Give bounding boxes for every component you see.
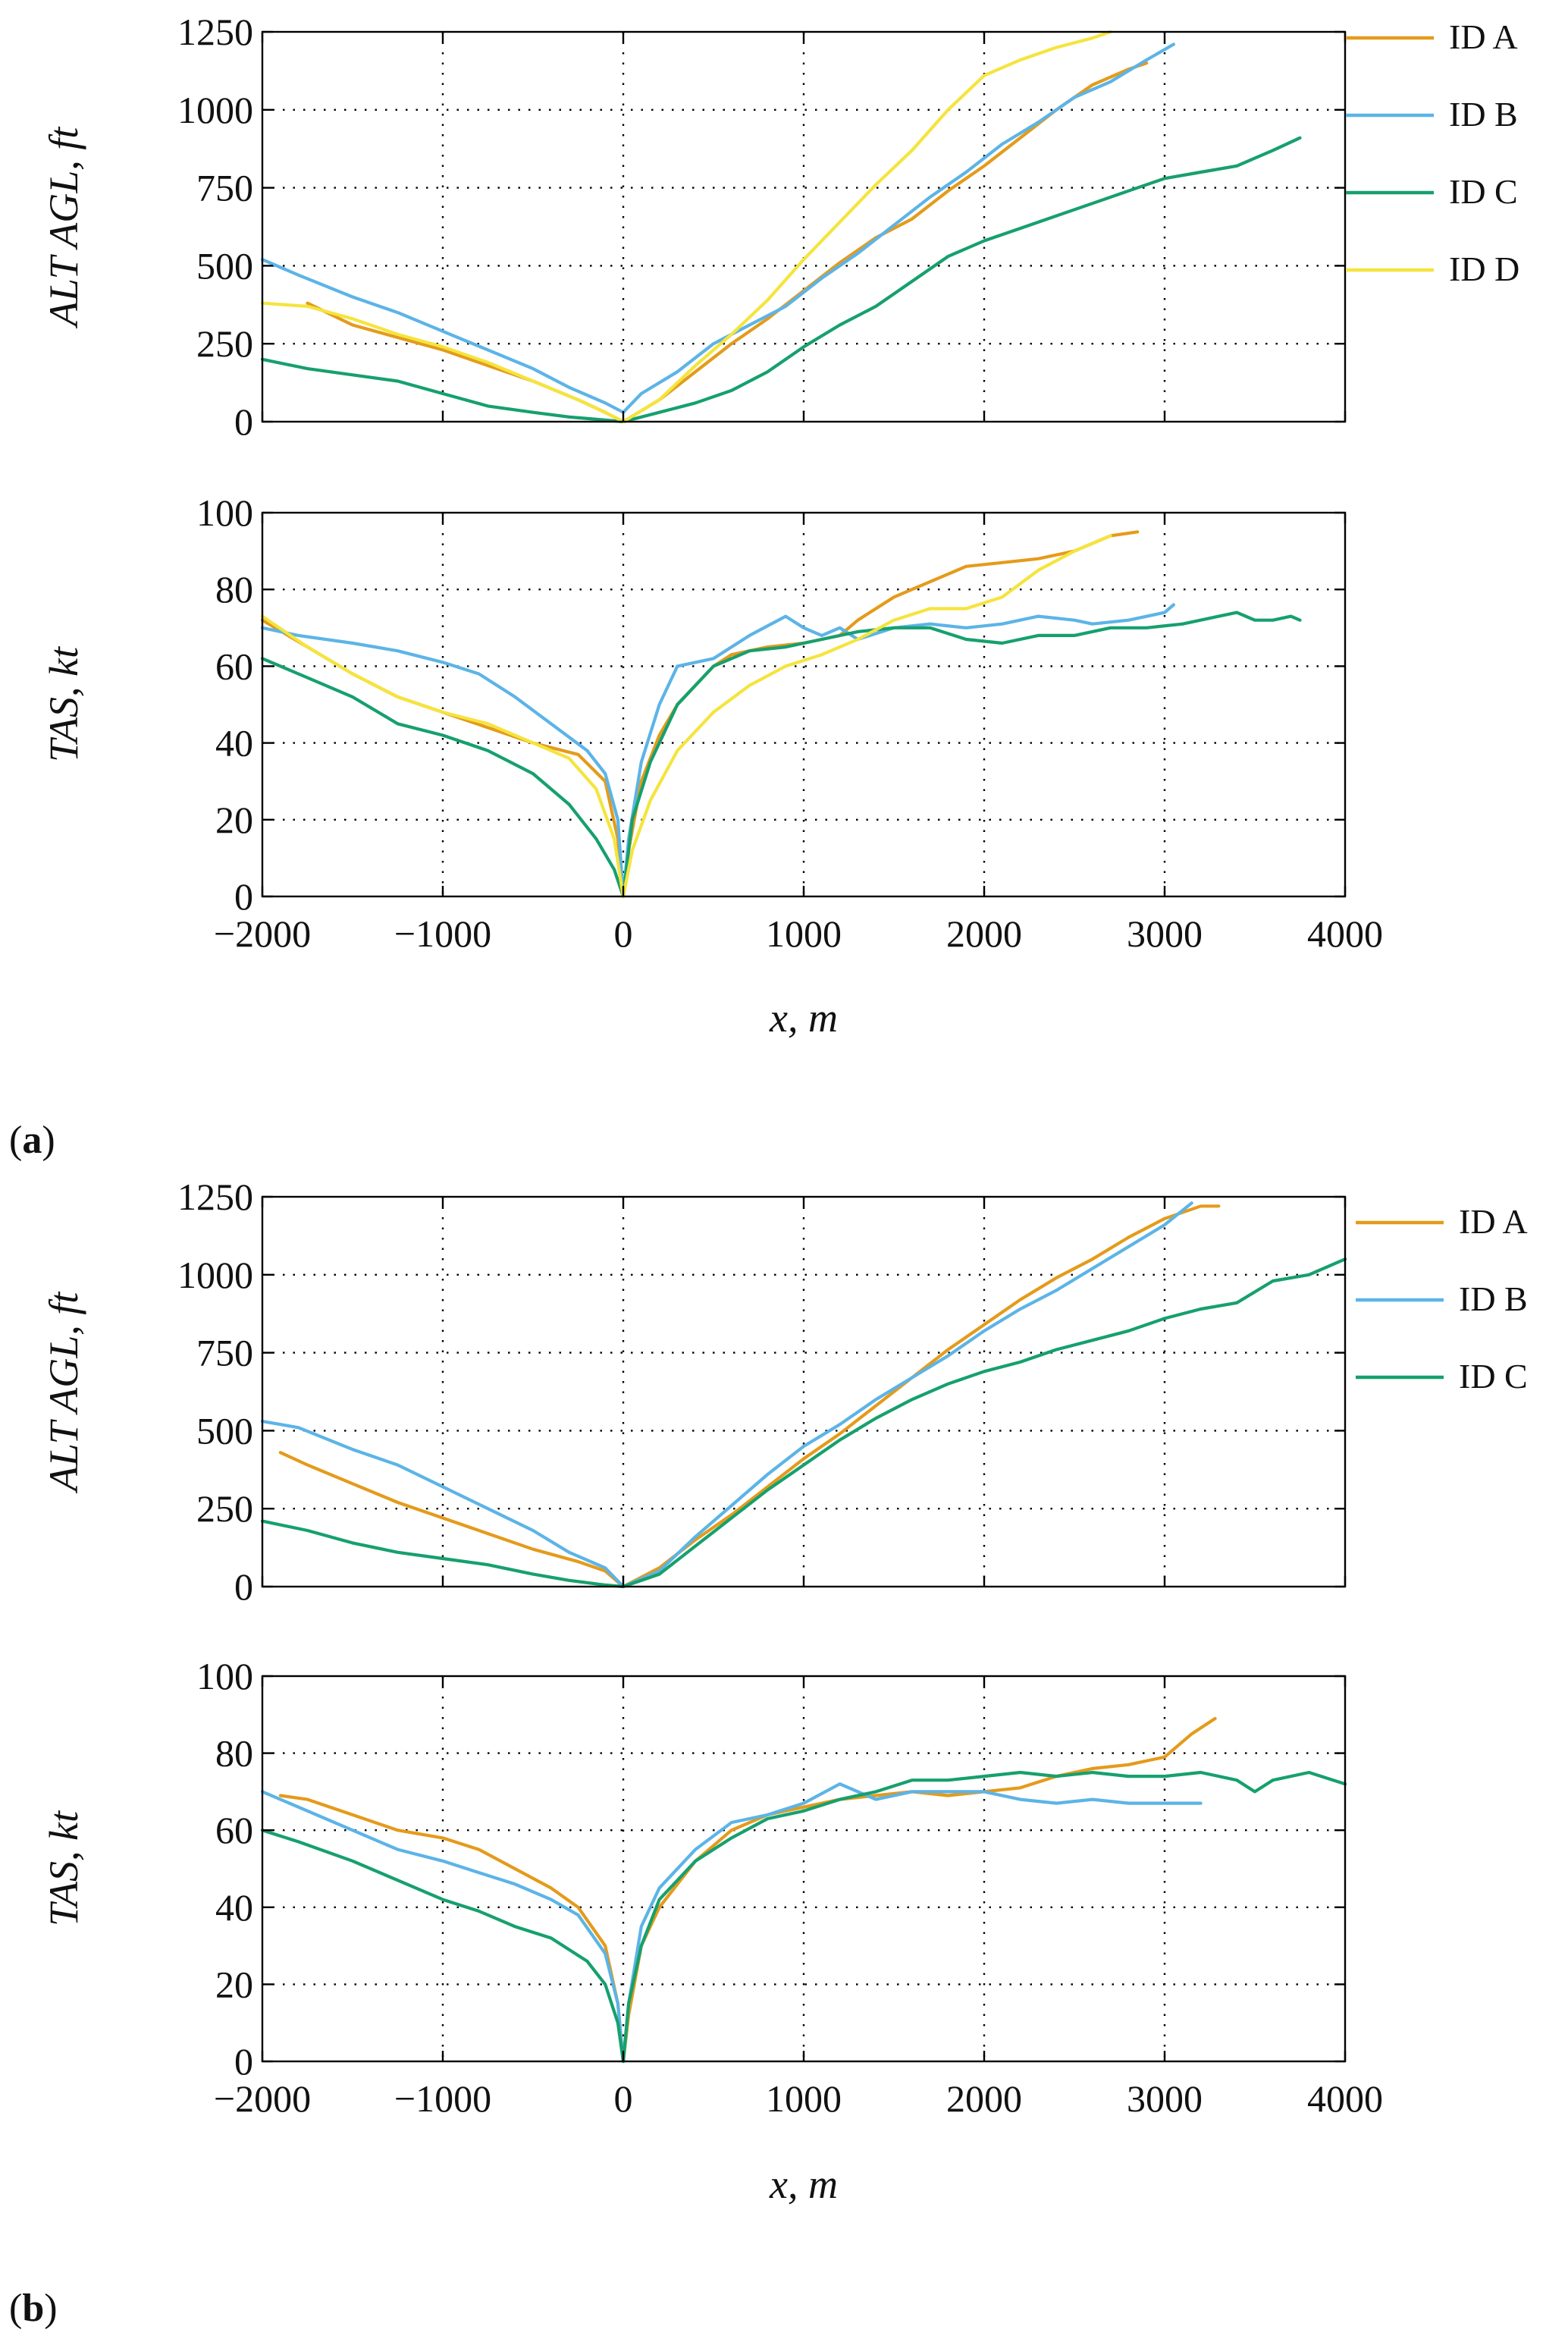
panel-b-tas-series-id-c bbox=[260, 1770, 1347, 2064]
panel-a-tas-xtick-label: −2000 bbox=[214, 912, 311, 955]
panel-b-tas-xtick-label: 0 bbox=[614, 2077, 633, 2120]
panel-b-alt-series-id-b bbox=[260, 1201, 1193, 1589]
panel-a-tas-ylabel: TAS, kt bbox=[41, 645, 86, 762]
panel-a-alt-series-id-a bbox=[306, 61, 1149, 424]
panel-b-tas-ytick-label: 60 bbox=[215, 1809, 253, 1851]
panel-b-tas-xtick-label: 4000 bbox=[1307, 2077, 1383, 2120]
panel-b-tas-xlabel: x, m bbox=[769, 2161, 838, 2207]
panel-b-alt-ytick-label: 250 bbox=[196, 1487, 253, 1530]
panel-b-alt-legend-label: ID B bbox=[1459, 1279, 1528, 1318]
panel-a-tas-ytick-label: 20 bbox=[215, 799, 253, 841]
panel-a-altitude-chart: 0 250 500 750 1000 1250 ALT AGL, ft ID A ID B ID … bbox=[41, 11, 1519, 443]
panel-a-tas-ytick-label: 60 bbox=[215, 645, 253, 687]
panel-a-alt-ytick-label: 1250 bbox=[177, 11, 253, 53]
panel-b-tag: (b) bbox=[9, 2287, 58, 2330]
panel-b-alt-ytick-label: 1000 bbox=[177, 1254, 253, 1296]
panel-a-tas-xtick-label: −1000 bbox=[394, 912, 491, 955]
panel-a-alt-legend-label: ID D bbox=[1449, 250, 1519, 288]
panel-b-tas-xtick-label: 3000 bbox=[1127, 2077, 1203, 2120]
panel-b-alt-ylabel: ALT AGL, ft bbox=[41, 1291, 86, 1494]
panel-b-alt-legend-label: ID C bbox=[1459, 1357, 1528, 1395]
panel-b-tas-ylabel: TAS, kt bbox=[41, 1810, 86, 1926]
panel-a-tas-ytick-label: 40 bbox=[215, 722, 253, 764]
panel-a-tas-series-id-b bbox=[260, 603, 1176, 899]
panel-b-alt-ytick-label: 500 bbox=[196, 1409, 253, 1452]
panel-a-alt-ytick-label: 1000 bbox=[177, 89, 253, 131]
panel-a-alt-ytick-label: 750 bbox=[196, 167, 253, 209]
panel-b-alt-ytick-label: 0 bbox=[234, 1565, 253, 1608]
panel-a-tas-xtick-label: 2000 bbox=[946, 912, 1022, 955]
panel-b-alt-series-id-c bbox=[260, 1257, 1347, 1589]
panel-a-tas-ytick-label: 80 bbox=[215, 568, 253, 611]
panel-a-alt-ylabel: ALT AGL, ft bbox=[41, 126, 86, 329]
panel-a-tas-series-id-a bbox=[260, 530, 1140, 899]
panel-a-tas-series-id-d bbox=[260, 534, 1112, 899]
panel-b-altitude-chart: 0 250 500 750 1000 1250 ALT AGL, ft ID A ID B ID … bbox=[41, 1176, 1528, 1608]
panel-b-alt-ytick-label: 1250 bbox=[177, 1176, 253, 1218]
panel-a-alt-legend-label: ID C bbox=[1449, 172, 1518, 211]
panel-a-alt-legend-label: ID A bbox=[1449, 17, 1518, 56]
panel-a-tag: (a) bbox=[9, 1119, 55, 1162]
panel-b-tas-ytick-label: 20 bbox=[215, 1963, 253, 2005]
panel-b-tas-series-id-b bbox=[260, 1782, 1203, 2064]
panel-a-alt-ytick-label: 250 bbox=[196, 322, 253, 365]
panel-a-tas-xtick-label: 3000 bbox=[1127, 912, 1203, 955]
panel-a-alt-ytick-label: 0 bbox=[234, 400, 253, 443]
panel-b-tas-ytick-label: 0 bbox=[234, 2040, 253, 2083]
panel-a-tas-xlabel: x, m bbox=[769, 995, 838, 1041]
panel-a-alt-series-id-b bbox=[260, 42, 1176, 414]
panel-a-tas-xtick-label: 4000 bbox=[1307, 912, 1383, 955]
panel-b-tas-ytick-label: 80 bbox=[215, 1732, 253, 1775]
panel-b-tas-plot-frame bbox=[261, 1675, 1347, 2063]
panel-b-tas-ytick-label: 40 bbox=[215, 1886, 253, 1929]
panel-b-tas-ytick-label: 100 bbox=[196, 1655, 253, 1697]
panel-b-alt-series-id-a bbox=[278, 1204, 1221, 1589]
panel-b-alt-ytick-label: 750 bbox=[196, 1332, 253, 1374]
panel-b-tas-xtick-label: 2000 bbox=[946, 2077, 1022, 2120]
panel-a-alt-ytick-label: 500 bbox=[196, 244, 253, 287]
panel-a-tas-ytick-label: 0 bbox=[234, 875, 253, 918]
panel-b-tas-xtick-label: 1000 bbox=[766, 2077, 842, 2120]
panel-b-tas-xtick-label: −1000 bbox=[394, 2077, 491, 2120]
panel-a-tas-xtick-label: 0 bbox=[614, 912, 633, 955]
panel-a-tas-chart: 0 20 40 60 80 100 −2000 −1000 0 1000 2000 3000 4000 T… bbox=[41, 491, 1383, 1041]
panel-b-alt-legend-label: ID A bbox=[1459, 1202, 1528, 1241]
panel-b-tas-xtick-label: −2000 bbox=[214, 2077, 311, 2120]
panel-a-alt-series-id-c bbox=[260, 136, 1302, 424]
panel-a-alt-legend-label: ID B bbox=[1449, 95, 1518, 133]
panel-a-tas-series-id-c bbox=[260, 611, 1302, 899]
panel-a-tas-xtick-label: 1000 bbox=[766, 912, 842, 955]
panel-a-alt-series-id-d bbox=[260, 30, 1112, 424]
panel-b-tas-chart: 0 20 40 60 80 100 −2000 −1000 0 1000 2000 3000 4000 T… bbox=[41, 1655, 1383, 2207]
panel-a-tas-ytick-label: 100 bbox=[196, 491, 253, 534]
